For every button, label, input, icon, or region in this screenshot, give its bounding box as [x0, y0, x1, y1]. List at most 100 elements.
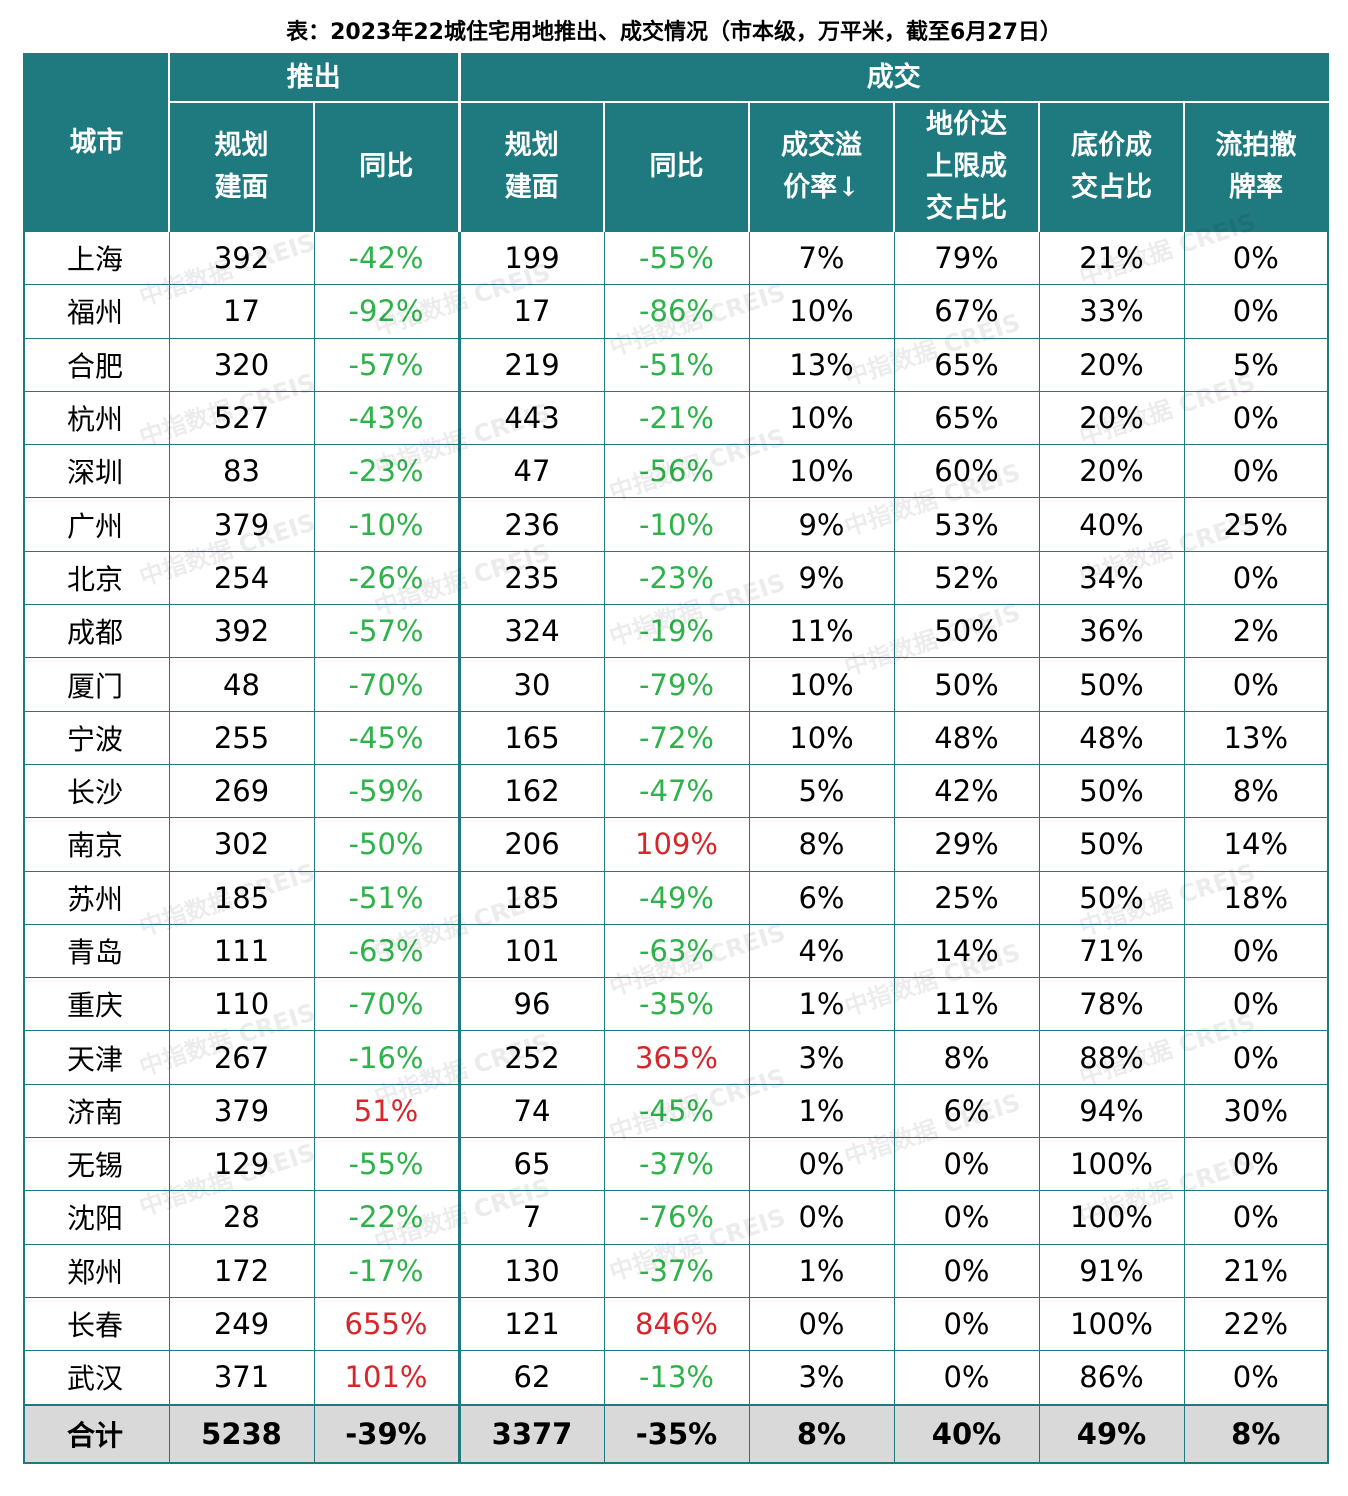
- cell-fail-rate: 0%: [1183, 230, 1329, 285]
- cell-deal-yoy: -45%: [603, 1083, 749, 1138]
- cell-launch-area: 5238: [168, 1403, 314, 1463]
- cell-launch-yoy: 655%: [313, 1296, 459, 1351]
- cell-deal-area: 62: [457, 1350, 604, 1405]
- table-row: 长沙 269 -59% 162 -47% 5% 42% 50% 8%: [24, 763, 1329, 818]
- cell-launch-yoy: -42%: [313, 230, 459, 285]
- cell-deal-yoy: 365%: [603, 1030, 749, 1085]
- table-title: 表：2023年22城住宅用地推出、成交情况（市本级，万平米，截至6月27日）: [286, 20, 1062, 45]
- cell-launch-yoy: -16%: [313, 1030, 459, 1085]
- cell-deal-area: 443: [457, 390, 604, 445]
- cell-launch-area: 392: [168, 604, 314, 658]
- cell-premium: 10%: [748, 390, 894, 445]
- cell-fail-rate: 0%: [1183, 977, 1329, 1031]
- cell-launch-yoy: -55%: [313, 1137, 459, 1191]
- cell-cap-ratio: 48%: [893, 710, 1039, 765]
- cell-launch-area: 129: [168, 1137, 314, 1191]
- cell-city: 南京: [24, 817, 169, 872]
- cell-cap-ratio: 79%: [893, 230, 1039, 285]
- cell-deal-yoy: -13%: [603, 1350, 749, 1405]
- table-row: 天津 267 -16% 252 365% 3% 8% 88% 0%: [24, 1030, 1329, 1085]
- cell-launch-area: 249: [168, 1296, 314, 1351]
- cell-base-ratio: 36%: [1038, 604, 1184, 658]
- cell-city: 武汉: [24, 1350, 169, 1405]
- cell-cap-ratio: 65%: [893, 337, 1039, 392]
- cell-city: 福州: [24, 284, 169, 339]
- cell-launch-yoy: -63%: [313, 923, 459, 978]
- table-row: 郑州 172 -17% 130 -37% 1% 0% 91% 21%: [24, 1243, 1329, 1298]
- header-launch-yoy: 同比: [313, 102, 459, 232]
- cell-fail-rate: 8%: [1183, 1403, 1329, 1463]
- table-row: 杭州 527 -43% 443 -21% 10% 65% 20% 0%: [24, 390, 1329, 445]
- table-row: 长春 249 655% 121 846% 0% 0% 100% 22%: [24, 1296, 1329, 1351]
- cell-deal-yoy: -63%: [603, 923, 749, 978]
- cell-deal-yoy: -21%: [603, 390, 749, 445]
- cell-fail-rate: 30%: [1183, 1083, 1329, 1138]
- cell-launch-area: 392: [168, 230, 314, 285]
- land-data-table: 城市 推出 成交 规划 建面 同比 规划 建面 同比 成交溢 价率↓ 地价达 上限成 交占…: [23, 53, 1330, 1464]
- cell-launch-area: 48: [168, 657, 314, 712]
- cell-cap-ratio: 29%: [893, 817, 1039, 872]
- cell-launch-yoy: -22%: [313, 1190, 459, 1245]
- cell-fail-rate: 5%: [1183, 337, 1329, 392]
- cell-deal-yoy: -79%: [603, 657, 749, 712]
- cell-cap-ratio: 65%: [893, 390, 1039, 445]
- cell-premium: 1%: [748, 1243, 894, 1298]
- cell-fail-rate: 25%: [1183, 497, 1329, 552]
- table-row: 合肥 320 -57% 219 -51% 13% 65% 20% 5%: [24, 337, 1329, 392]
- table-row: 成都 392 -57% 324 -19% 11% 50% 36% 2%: [24, 604, 1329, 658]
- cell-deal-yoy: 109%: [603, 817, 749, 872]
- cell-launch-area: 185: [168, 870, 314, 925]
- cell-launch-yoy: 101%: [313, 1350, 459, 1405]
- cell-launch-area: 111: [168, 923, 314, 978]
- cell-fail-rate: 0%: [1183, 284, 1329, 339]
- cell-base-ratio: 50%: [1038, 657, 1184, 712]
- table-row: 上海 392 -42% 199 -55% 7% 79% 21% 0%: [24, 230, 1329, 285]
- cell-deal-area: 185: [457, 870, 604, 925]
- table-row: 福州 17 -92% 17 -86% 10% 67% 33% 0%: [24, 284, 1329, 339]
- cell-launch-yoy: -26%: [313, 550, 459, 605]
- cell-premium: 3%: [748, 1350, 894, 1405]
- cell-launch-yoy: -59%: [313, 763, 459, 818]
- cell-deal-yoy: -47%: [603, 763, 749, 818]
- cell-deal-area: 236: [457, 497, 604, 552]
- cell-deal-area: 96: [457, 977, 604, 1031]
- cell-fail-rate: 0%: [1183, 1350, 1329, 1405]
- table-row: 无锡 129 -55% 65 -37% 0% 0% 100% 0%: [24, 1137, 1329, 1191]
- cell-base-ratio: 71%: [1038, 923, 1184, 978]
- cell-cap-ratio: 42%: [893, 763, 1039, 818]
- cell-deal-yoy: -86%: [603, 284, 749, 339]
- cell-base-ratio: 20%: [1038, 390, 1184, 445]
- cell-deal-area: 252: [457, 1030, 604, 1085]
- cell-deal-yoy: -35%: [603, 1403, 749, 1463]
- cell-cap-ratio: 0%: [893, 1190, 1039, 1245]
- cell-cap-ratio: 50%: [893, 657, 1039, 712]
- cell-fail-rate: 21%: [1183, 1243, 1329, 1298]
- cell-cap-ratio: 0%: [893, 1296, 1039, 1351]
- cell-premium: 8%: [748, 817, 894, 872]
- cell-city: 济南: [24, 1083, 169, 1138]
- cell-base-ratio: 100%: [1038, 1137, 1184, 1191]
- table-row: 苏州 185 -51% 185 -49% 6% 25% 50% 18%: [24, 870, 1329, 925]
- cell-deal-yoy: -19%: [603, 604, 749, 658]
- table-row: 南京 302 -50% 206 109% 8% 29% 50% 14%: [24, 817, 1329, 872]
- cell-deal-yoy: -51%: [603, 337, 749, 392]
- cell-base-ratio: 100%: [1038, 1190, 1184, 1245]
- cell-deal-area: 74: [457, 1083, 604, 1138]
- cell-launch-yoy: -57%: [313, 337, 459, 392]
- cell-premium: 0%: [748, 1296, 894, 1351]
- table-row: 沈阳 28 -22% 7 -76% 0% 0% 100% 0%: [24, 1190, 1329, 1245]
- cell-launch-yoy: -70%: [313, 657, 459, 712]
- cell-launch-area: 28: [168, 1190, 314, 1245]
- cell-deal-area: 121: [457, 1296, 604, 1351]
- cell-deal-yoy: -35%: [603, 977, 749, 1031]
- cell-launch-yoy: -45%: [313, 710, 459, 765]
- header-group-launch: 推出: [168, 54, 459, 103]
- cell-premium: 8%: [748, 1403, 894, 1463]
- cell-base-ratio: 50%: [1038, 870, 1184, 925]
- cell-deal-area: 235: [457, 550, 604, 605]
- cell-launch-yoy: -92%: [313, 284, 459, 339]
- cell-deal-yoy: -49%: [603, 870, 749, 925]
- header-premium: 成交溢 价率↓: [748, 102, 894, 232]
- cell-deal-yoy: -37%: [603, 1243, 749, 1298]
- cell-base-ratio: 91%: [1038, 1243, 1184, 1298]
